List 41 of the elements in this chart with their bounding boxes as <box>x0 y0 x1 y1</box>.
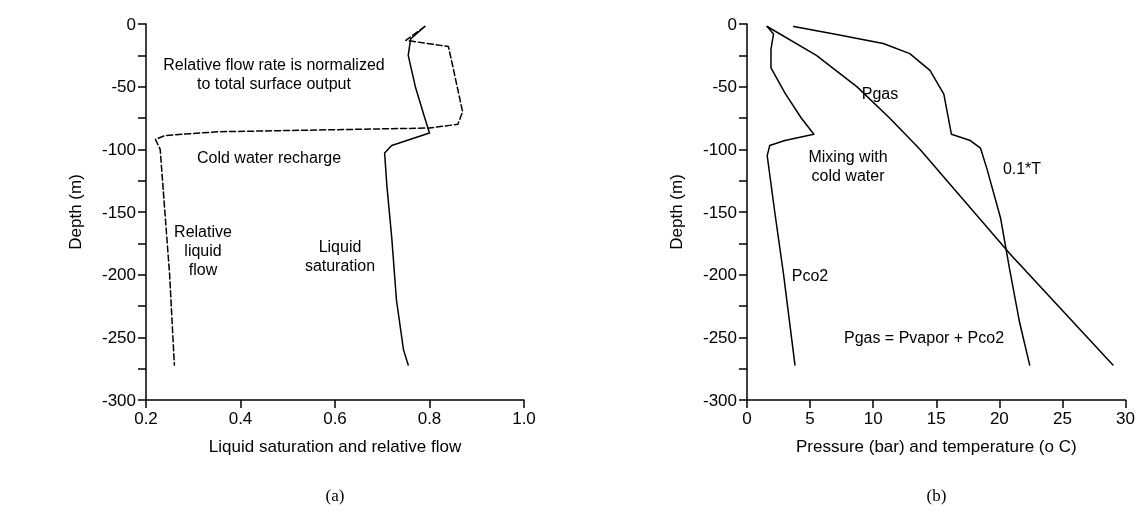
y-tick-label: -100 <box>702 139 737 159</box>
x-tick-label: 0.8 <box>417 409 442 428</box>
x-tick-label: 25 <box>1052 409 1072 428</box>
text: (a) <box>325 485 345 505</box>
annotation: Mixing with cold water <box>808 148 888 184</box>
series-label: Liquid saturation <box>304 238 376 274</box>
y-tick-label: -50 <box>712 77 737 97</box>
x-axis-title: Liquid saturation and relative flow <box>208 437 462 456</box>
y-tick-label: -300 <box>702 390 737 410</box>
series-label: 0.1*T <box>1002 159 1042 177</box>
y-tick-label: -250 <box>101 327 136 347</box>
annotation: Relative flow rate is normalized to total surface output <box>163 56 385 92</box>
y-axis-title: Depth (m) <box>66 174 85 250</box>
y-tick-label: -150 <box>702 202 737 222</box>
x-tick-label: 20 <box>989 409 1009 428</box>
series-label: Pco2 <box>791 266 829 284</box>
y-tick-label: 0 <box>126 14 136 34</box>
x-tick-label: 30 <box>1116 409 1136 428</box>
y-tick-label: -200 <box>101 265 136 285</box>
text: (b) <box>926 485 947 505</box>
y-tick-label: -300 <box>101 390 136 410</box>
annotation: Cold water recharge <box>196 148 342 166</box>
y-tick-label: -200 <box>702 265 737 285</box>
y-tick-label: 0 <box>727 14 737 34</box>
x-tick-label: 0.2 <box>134 409 158 428</box>
series-label: Relative liquid flow <box>174 222 232 278</box>
y-tick-label: -100 <box>101 139 136 159</box>
x-tick-label: 1.0 <box>512 409 536 428</box>
annotation: Pgas = Pvapor + Pco2 <box>843 328 1005 346</box>
x-tick-label: 5 <box>805 409 815 428</box>
y-tick-label: -150 <box>101 202 136 222</box>
x-tick-label: 15 <box>926 409 946 428</box>
x-tick-label: 0 <box>742 409 752 428</box>
x-tick-label: 10 <box>863 409 883 428</box>
x-tick-label: 0.4 <box>228 409 253 428</box>
series-label: Pgas <box>861 84 899 102</box>
x-axis-title: Pressure (bar) and temperature (o C) <box>795 437 1077 456</box>
y-tick-label: -50 <box>111 77 136 97</box>
y-axis-title: Depth (m) <box>667 174 686 250</box>
y-tick-label: -250 <box>702 327 737 347</box>
x-tick-label: 0.6 <box>323 409 347 428</box>
